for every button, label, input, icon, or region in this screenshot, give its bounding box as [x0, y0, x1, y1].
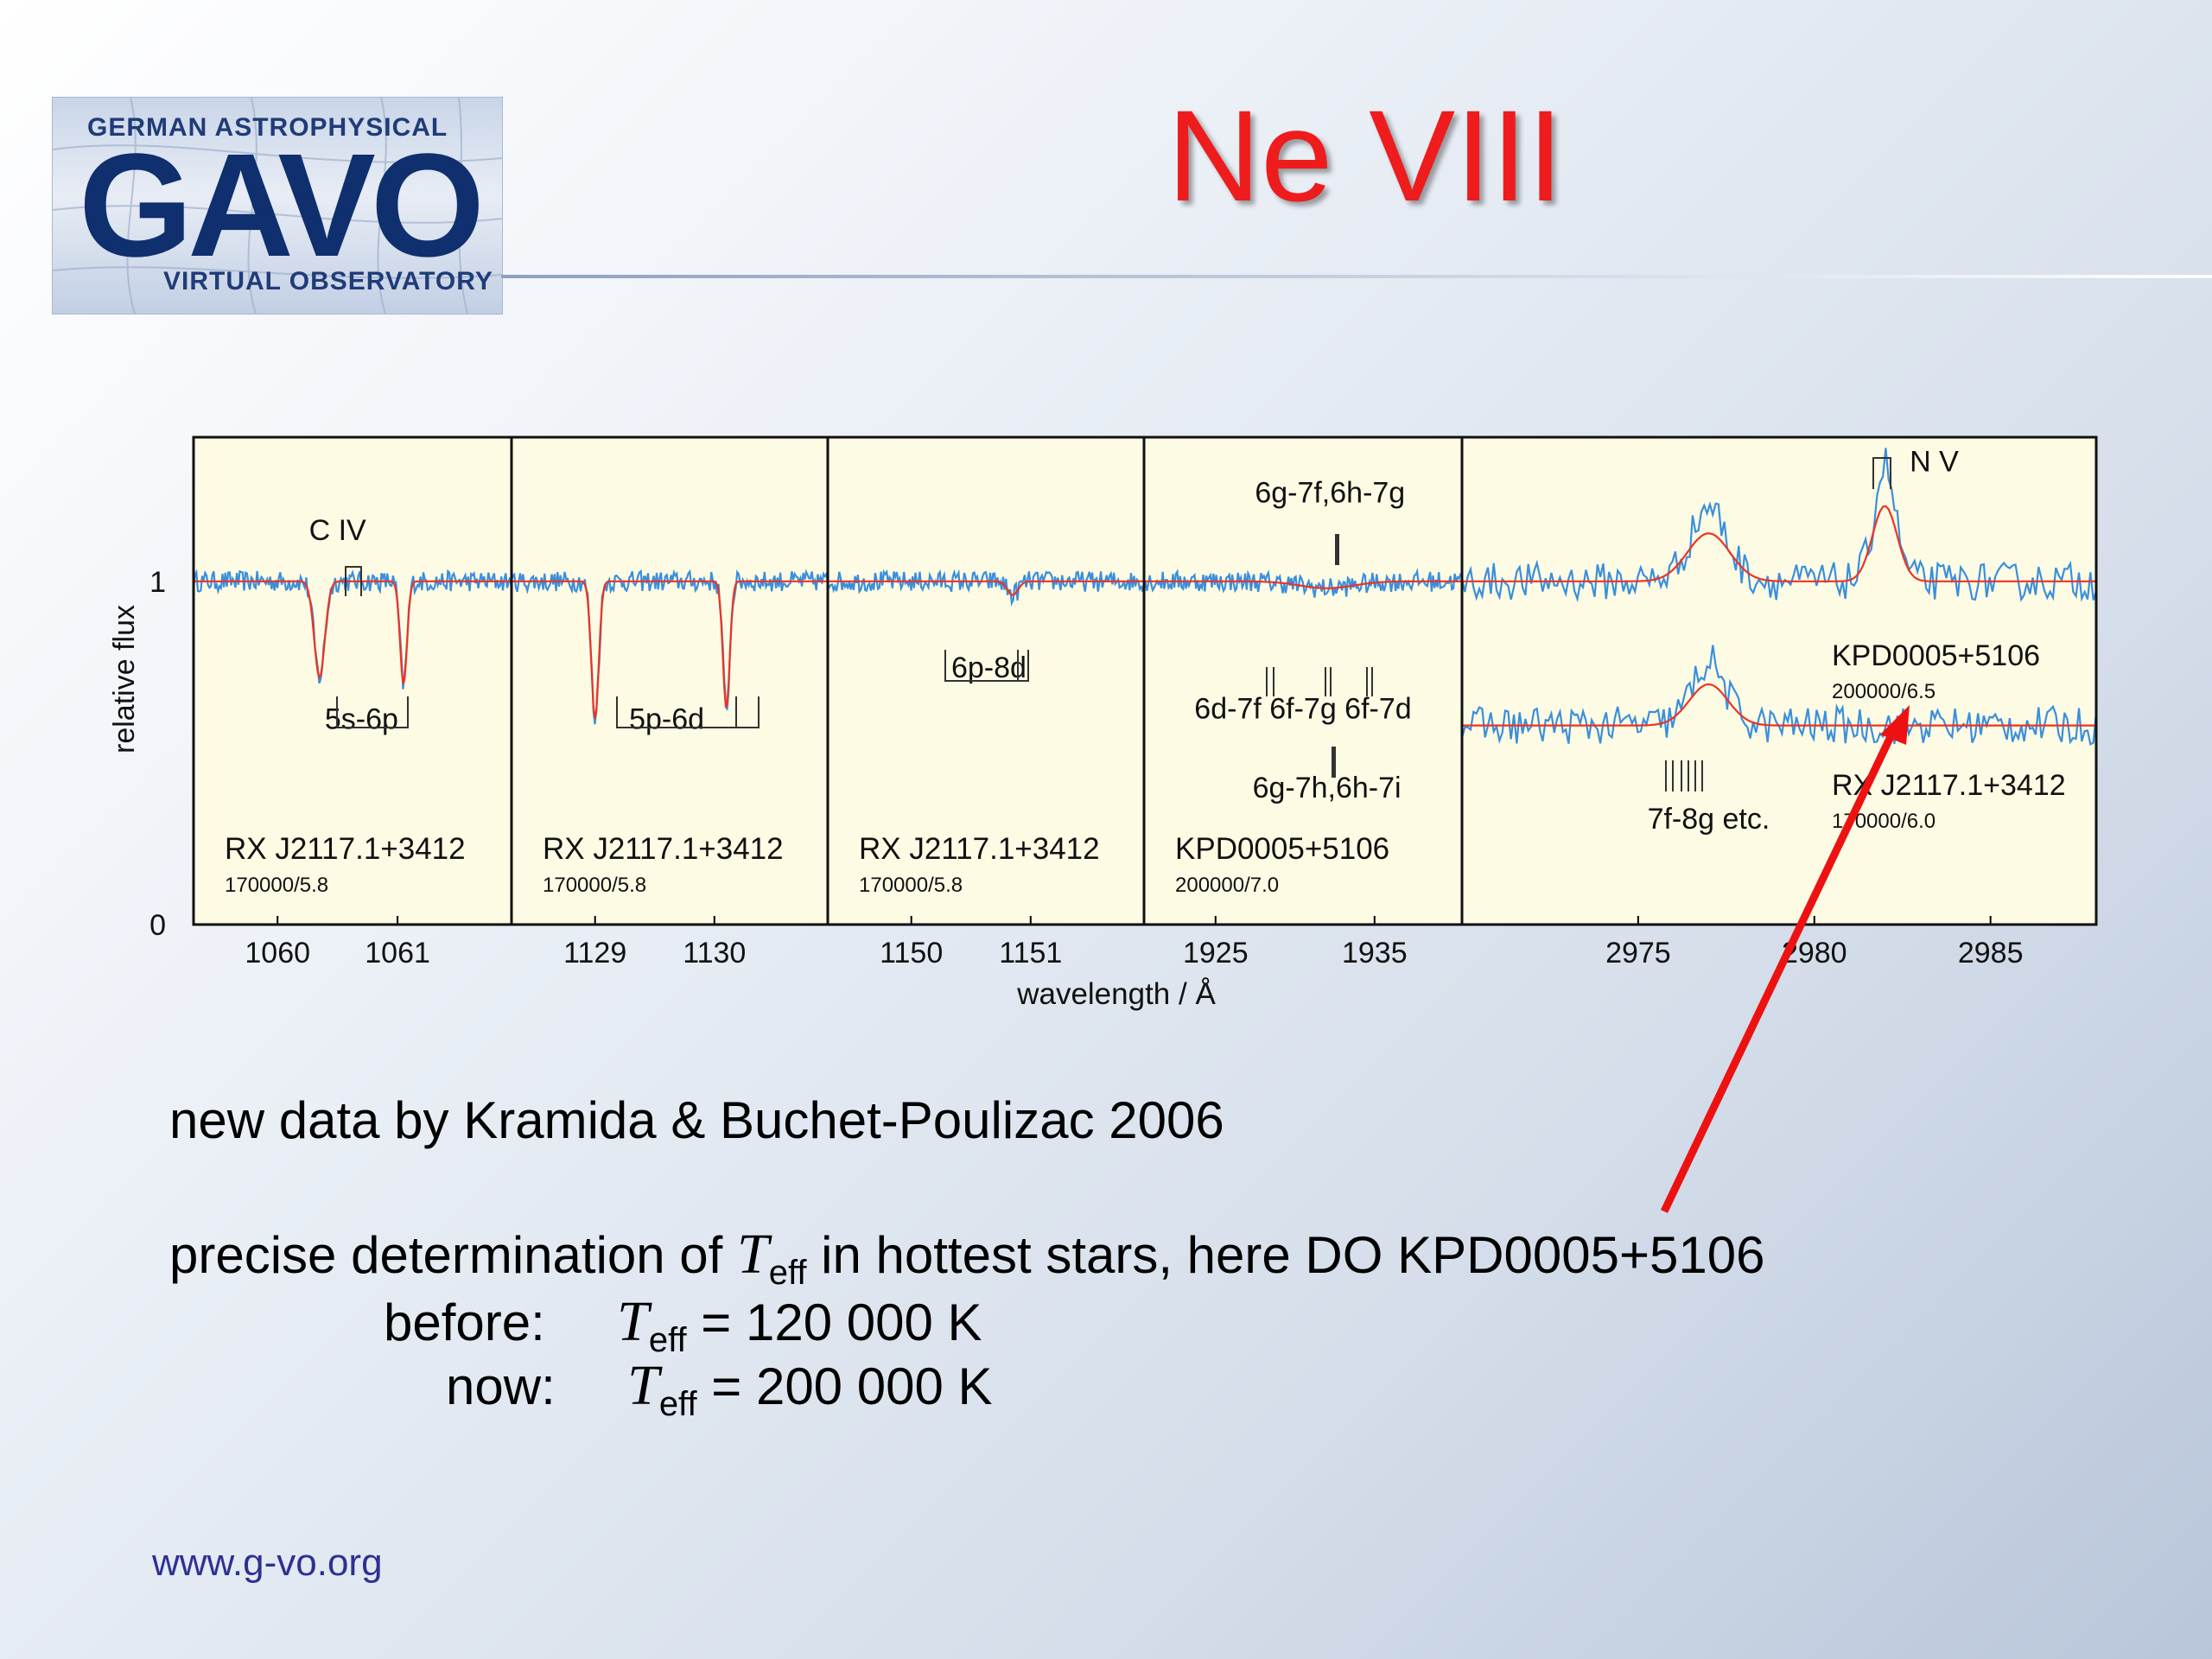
observed-spectrum-line: [1143, 568, 1463, 598]
model-spectrum-line: [1144, 580, 1462, 589]
header-divider: [501, 275, 2212, 278]
line-annotation: 6p-8d: [951, 652, 1027, 684]
y-tick-label: 1: [149, 566, 166, 599]
logo-bottom-text: VIRTUAL OBSERVATORY: [163, 267, 493, 296]
line-annotation: 6g-7f,6h-7g: [1255, 476, 1405, 509]
x-tick-label: 1061: [365, 937, 430, 969]
text-line-teff: precise determination of Teff in hottest…: [169, 1222, 1764, 1293]
before-label: before:: [384, 1294, 545, 1351]
x-tick-label: 1129: [563, 937, 626, 969]
line-annotation: 6d-7f 6f-7g 6f-7d: [1194, 693, 1411, 726]
before-value: = 120 000 K: [701, 1294, 982, 1351]
logo-top-text: GERMAN ASTROPHYSICAL: [87, 113, 448, 142]
x-tick-label: 1130: [683, 937, 746, 969]
text-line-before: before: Teff = 120 000 K: [384, 1289, 982, 1360]
teff-symbol-before: T: [617, 1290, 649, 1353]
observed-spectrum-line: [510, 569, 830, 725]
ne-transition-ticks: [1266, 667, 1373, 696]
panel-star-label: KPD0005+5106: [1175, 832, 1389, 866]
x-axis-label: wavelength / Å: [1016, 977, 1216, 1011]
teff-symbol: T: [737, 1223, 769, 1286]
gavo-logo: GERMAN ASTROPHYSICAL GAVO VIRTUAL OBSERV…: [52, 97, 503, 315]
panel-star-params: 170000/5.8: [859, 874, 963, 897]
now-value: = 200 000 K: [711, 1357, 993, 1415]
series-label-params: 200000/6.5: [1832, 680, 1936, 703]
highlight-arrow: [1660, 724, 1900, 1213]
panel-star-params: 170000/5.8: [543, 874, 646, 897]
c6p8d-bracket: [944, 650, 1029, 682]
x-tick-label: 1060: [245, 937, 310, 969]
line-annotation: 7f-8g etc.: [1648, 803, 1770, 836]
model-spectrum-line: [1462, 505, 2096, 582]
y-tick-label: 0: [149, 909, 166, 942]
x-tick-label: 1151: [999, 937, 1062, 969]
text-line-now: now: Teff = 200 000 K: [446, 1353, 993, 1424]
line-annotation: C IV: [309, 514, 366, 547]
logo-main-text: GAVO: [79, 124, 485, 288]
teff-subscript: eff: [768, 1254, 807, 1292]
x-tick-label: 1150: [880, 937, 943, 969]
c5s6p-bracket: [336, 696, 409, 728]
slide-title: Ne VIII: [1166, 83, 1564, 228]
highlight-arrow-head: [1880, 705, 1910, 745]
now-label: now:: [446, 1357, 556, 1415]
teff-rest: in hottest stars, here DO KPD0005+5106: [821, 1226, 1765, 1284]
new-data-text: new data by Kramida & Buchet-Poulizac 20…: [169, 1091, 1224, 1149]
teff-subscript-now: eff: [658, 1385, 697, 1423]
line-annotation: N V: [1910, 446, 1959, 479]
model-spectrum-line: [828, 580, 1144, 596]
model-spectrum-line: [1462, 683, 2096, 727]
model-spectrum-line: [512, 580, 828, 719]
teff-subscript-before: eff: [648, 1321, 687, 1359]
ne-7f8g-ticks: [1665, 760, 1703, 791]
teff-symbol-now: T: [627, 1354, 659, 1417]
panel-background: [512, 437, 828, 925]
panel-background: [194, 437, 512, 925]
panel-star-label: RX J2117.1+3412: [543, 832, 784, 866]
line-annotation: 5p-6d: [629, 703, 704, 736]
x-tick-label: 2985: [1958, 937, 2024, 969]
panel-background: [1462, 437, 2096, 925]
ne-line-marker: [1335, 534, 1339, 565]
line-annotation: 6g-7h,6h-7i: [1253, 772, 1402, 804]
x-tick-label: 1935: [1342, 937, 1408, 969]
text-line-new-data: new data by Kramida & Buchet-Poulizac 20…: [169, 1090, 1224, 1150]
model-spectrum-line: [194, 580, 512, 684]
observed-spectrum-line: [827, 569, 1146, 607]
civ-bracket: [345, 566, 362, 596]
series-label-star: KPD0005+5106: [1832, 639, 2040, 672]
x-tick-label: 1925: [1183, 937, 1249, 969]
panel-star-params: 170000/5.8: [225, 874, 328, 897]
panel-star-label: RX J2117.1+3412: [859, 832, 1100, 866]
panel-background: [1144, 437, 1462, 925]
panel-star-params: 200000/7.0: [1175, 874, 1279, 897]
teff-intro: precise determination of: [169, 1226, 723, 1284]
nv-bracket: [1872, 457, 1891, 489]
y-axis-label: relative flux: [108, 605, 141, 753]
logo-grid-graphic: [53, 98, 502, 314]
c5p6d-bracket: [616, 696, 760, 728]
panel-star-label: RX J2117.1+3412: [225, 832, 466, 866]
x-tick-label: 2975: [1605, 937, 1671, 969]
ne-line-marker: [1332, 747, 1336, 778]
footer-url[interactable]: www.g-vo.org: [152, 1541, 383, 1584]
line-annotation: 5s-6p: [325, 703, 398, 736]
